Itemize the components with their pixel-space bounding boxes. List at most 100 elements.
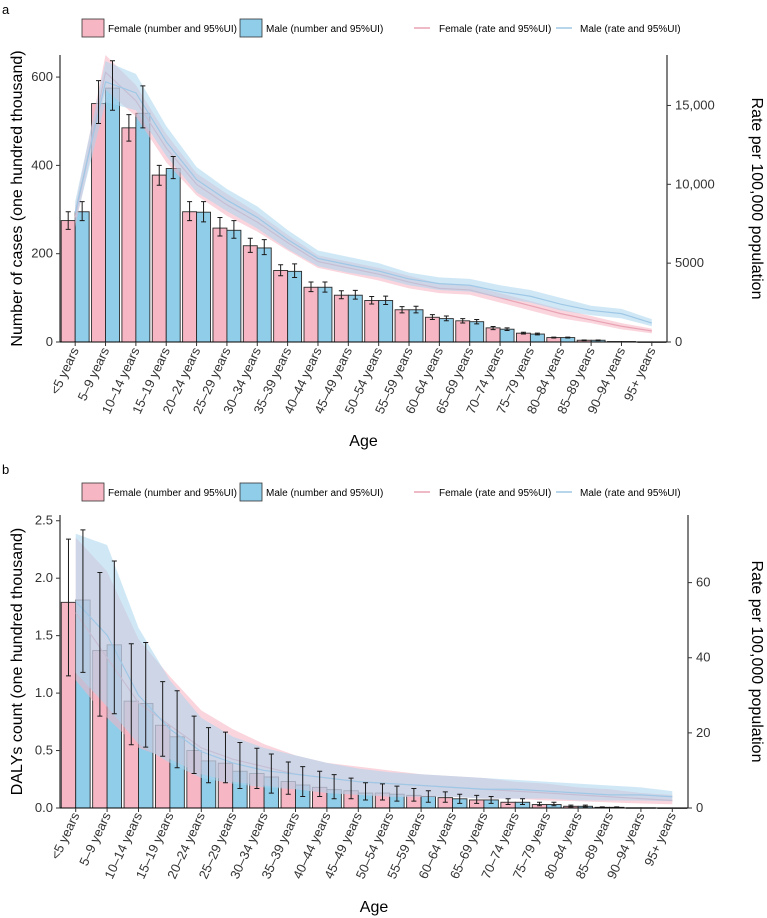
legend-label-female-number: Female (number and 95%UI)	[108, 24, 237, 35]
legend-swatch-female-number	[81, 482, 105, 502]
error-bar-male-1	[111, 560, 117, 715]
error-bar-male-17	[595, 339, 601, 342]
bar-female-12	[424, 316, 440, 343]
error-bar-female-4	[187, 201, 193, 222]
bar-male-5	[226, 229, 242, 343]
error-bar-male-17	[614, 806, 620, 809]
error-bar-male-15	[551, 801, 557, 807]
error-bar-female-6	[254, 747, 260, 789]
bar-male-8	[317, 286, 333, 343]
error-bar-female-2	[126, 114, 132, 142]
error-bar-male-0	[80, 529, 86, 673]
error-bar-female-1	[96, 80, 102, 124]
error-bar-female-16	[568, 804, 574, 808]
error-bar-male-10	[394, 785, 400, 802]
y-tick-label-left: 0	[46, 334, 53, 349]
legend-label-male-rate: Male (rate and 95%UI)	[580, 488, 681, 499]
bar-male-2	[135, 112, 151, 343]
error-bar-male-9	[352, 289, 358, 300]
rate-band-male	[75, 533, 673, 802]
error-bar-female-7	[285, 761, 291, 795]
bar-male-3	[165, 168, 181, 343]
y-tick-label-right: 20	[696, 725, 710, 740]
error-bar-male-3	[174, 690, 180, 769]
bar-male-7	[287, 270, 303, 343]
bar-male-6	[256, 247, 272, 343]
error-bar-female-10	[379, 783, 385, 801]
y-tick-label-left: 2.0	[35, 570, 53, 585]
error-bar-female-14	[490, 326, 496, 331]
y-tick-label-left: 2.5	[35, 513, 53, 528]
bar-female-11	[394, 309, 410, 343]
legend-label-female-rate: Female (rate and 95%UI)	[439, 488, 551, 499]
legend-swatch-male-number	[239, 18, 263, 38]
x-axis-title: Age	[360, 899, 389, 916]
error-bar-male-15	[534, 332, 540, 336]
error-bar-male-4	[206, 727, 212, 784]
error-bar-male-9	[363, 782, 369, 801]
error-bar-male-11	[413, 305, 419, 314]
panel-a-letter: a	[2, 2, 10, 17]
error-bar-female-0	[65, 211, 71, 230]
error-bar-male-6	[261, 239, 267, 256]
error-bar-female-6	[247, 237, 253, 253]
legend: Female (number and 95%UI) Male (number an…	[81, 482, 681, 502]
error-bar-female-8	[317, 770, 323, 798]
error-bar-male-5	[231, 220, 237, 239]
error-bar-female-14	[505, 798, 511, 806]
bar-male-10	[378, 300, 394, 343]
error-bar-male-13	[474, 318, 480, 325]
error-bar-male-12	[457, 793, 463, 804]
error-bar-female-9	[348, 777, 354, 800]
y-tick-label-left: 1.5	[35, 628, 53, 643]
bar-female-7	[273, 270, 289, 343]
bar-female-3	[151, 174, 167, 343]
y-tick-label-left: 600	[31, 69, 53, 84]
rate-line-male	[75, 600, 673, 798]
y-tick-label-left: 400	[31, 157, 53, 172]
y-tick-label-right: 10,000	[675, 176, 715, 191]
bar-female-6	[242, 245, 258, 343]
error-bar-male-7	[300, 766, 306, 798]
error-bar-male-11	[425, 790, 431, 803]
error-bar-female-3	[160, 681, 166, 757]
y-tick-label-left: 1.0	[35, 685, 53, 700]
error-bar-female-1	[97, 571, 103, 717]
error-bar-male-13	[488, 796, 494, 804]
error-bar-female-10	[369, 296, 375, 305]
error-bar-female-3	[156, 164, 162, 186]
error-bar-male-0	[79, 201, 85, 222]
rate-line-male	[74, 81, 653, 324]
rate-bands	[75, 533, 673, 805]
x-tick-label: 95+ years	[641, 809, 679, 868]
bar-male-12	[438, 318, 454, 343]
y-tick-label-right: 5000	[675, 255, 704, 270]
legend: Female (number and 95%UI) Male (number an…	[81, 18, 681, 38]
bar-female-4	[182, 211, 198, 343]
bar-female-8	[303, 286, 319, 343]
y-tick-label-right: 60	[696, 575, 710, 590]
error-bar-female-7	[278, 264, 284, 277]
y-tick-label-right: 15,000	[675, 97, 715, 112]
y-axis-title-left: DALYs count (one hundred thousand)	[9, 528, 26, 795]
error-bar-male-7	[292, 263, 298, 279]
y-tick-label-left: 200	[31, 246, 53, 261]
y-tick-label-right: 40	[696, 650, 710, 665]
error-bar-female-9	[338, 290, 344, 300]
bar-female-2	[121, 127, 137, 343]
y-tick-label-left: 0.0	[35, 800, 53, 815]
error-bar-female-17	[581, 339, 587, 342]
error-bar-female-13	[460, 318, 466, 324]
x-tick-label: <5 years	[47, 344, 82, 396]
panel-b-letter: b	[2, 462, 9, 477]
bar-male-9	[347, 294, 363, 343]
error-bar-female-13	[474, 794, 480, 804]
error-bar-male-16	[582, 804, 588, 808]
error-bar-male-3	[170, 156, 176, 180]
bar-female-0	[60, 220, 76, 343]
y-tick-label-right: 0	[675, 334, 682, 349]
error-bar-male-8	[322, 281, 328, 293]
y-tick-label-right: 0	[696, 800, 703, 815]
bar-female-10	[364, 300, 380, 343]
